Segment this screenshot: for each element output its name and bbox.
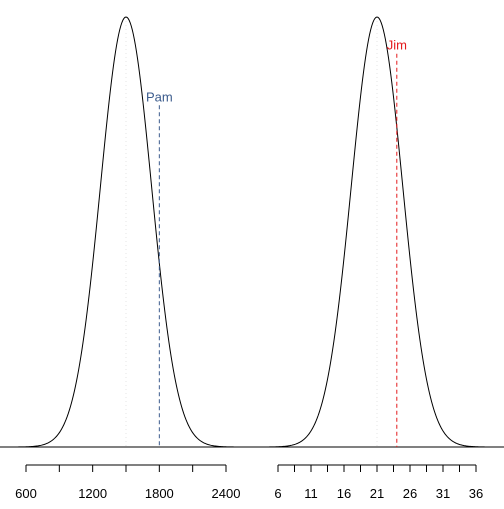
panel-2-marker-label: Jim xyxy=(387,38,407,53)
panel-2-tick-label-4: 26 xyxy=(403,486,417,501)
panel-1-marker-label: Pam xyxy=(146,89,173,104)
panel-1-tick-label-3: 2400 xyxy=(212,486,241,501)
panel-2-tick-label-6: 36 xyxy=(469,486,483,501)
panel-1-tick-label-1: 1200 xyxy=(78,486,107,501)
panel-2-tick-label-2: 16 xyxy=(337,486,351,501)
panel-2-tick-label-0: 6 xyxy=(274,486,281,501)
panel-2-tick-label-1: 11 xyxy=(304,486,318,501)
panel-1-tick-label-2: 1800 xyxy=(145,486,174,501)
panel-2-density-curve xyxy=(252,16,504,448)
panel-1-density-curve xyxy=(0,16,252,448)
panel-2-tick-label-3: 21 xyxy=(370,486,384,501)
panel-1-tick-label-0: 600 xyxy=(15,486,37,501)
panel-2-tick-label-5: 31 xyxy=(436,486,450,501)
